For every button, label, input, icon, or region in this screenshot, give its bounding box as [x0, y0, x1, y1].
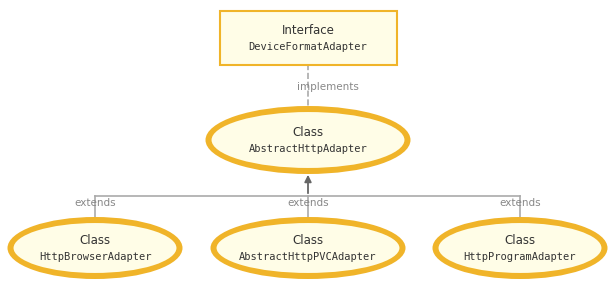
Text: AbstractHttpAdapter: AbstractHttpAdapter [249, 144, 367, 154]
Text: extends: extends [287, 198, 329, 208]
Ellipse shape [12, 222, 177, 274]
Ellipse shape [216, 222, 400, 274]
Ellipse shape [206, 106, 410, 174]
Ellipse shape [432, 217, 607, 279]
Text: AbstractHttpPVCAdapter: AbstractHttpPVCAdapter [239, 252, 377, 262]
Text: Class: Class [293, 234, 323, 247]
Text: Class: Class [293, 125, 323, 139]
Text: DeviceFormatAdapter: DeviceFormatAdapter [249, 42, 367, 52]
Ellipse shape [211, 111, 405, 169]
Text: HttpProgramAdapter: HttpProgramAdapter [464, 252, 576, 262]
Ellipse shape [437, 222, 602, 274]
Text: Interface: Interface [282, 24, 334, 36]
FancyBboxPatch shape [219, 11, 397, 65]
Ellipse shape [211, 217, 405, 279]
Text: Class: Class [505, 234, 535, 247]
Text: implements: implements [297, 82, 359, 92]
Text: extends: extends [499, 198, 541, 208]
Text: HttpBrowserAdapter: HttpBrowserAdapter [39, 252, 152, 262]
Text: extends: extends [74, 198, 116, 208]
Text: Class: Class [79, 234, 110, 247]
Ellipse shape [7, 217, 182, 279]
